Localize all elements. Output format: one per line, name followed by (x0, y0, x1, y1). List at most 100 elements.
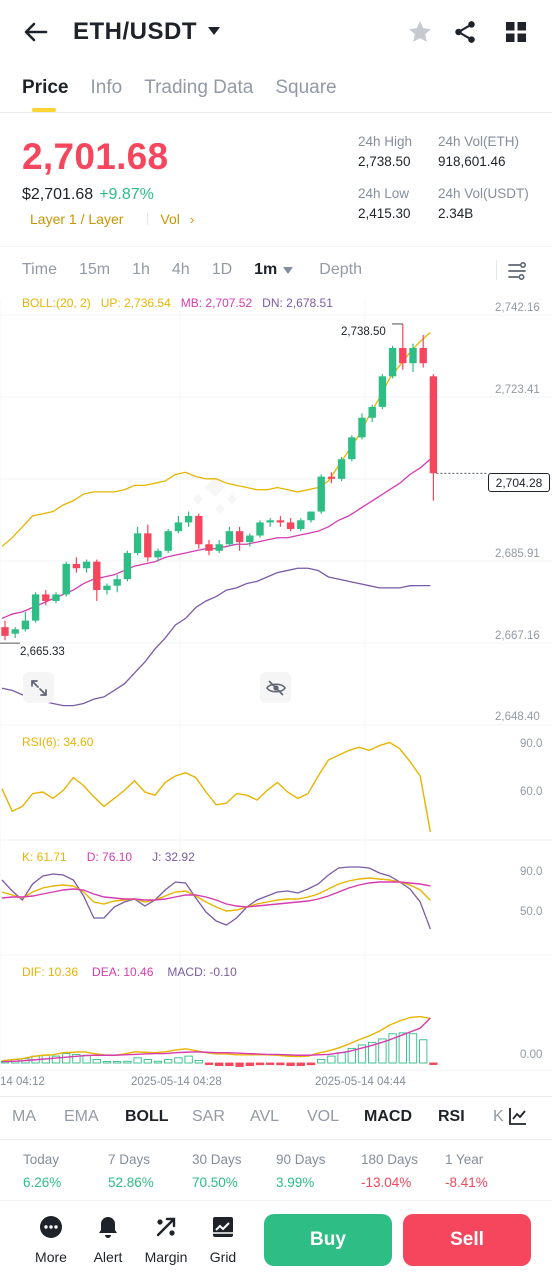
current-price-tag: 2,704.28 (488, 473, 550, 492)
candle-body (62, 563, 70, 595)
price-axis-label: 2,648.40 (495, 711, 540, 723)
tf-4h[interactable]: 4h (171, 261, 190, 278)
candle-body (378, 376, 387, 407)
candle-body (327, 476, 336, 479)
candle-body (154, 550, 162, 558)
tab-info[interactable]: Info (90, 77, 123, 98)
hide-icon[interactable] (260, 672, 291, 703)
macd-legend: DIF: 10.36 DEA: 10.46 MACD: -0.10 (22, 965, 237, 979)
macd-histogram-bar (317, 1059, 326, 1064)
perf-value: 3.99% (276, 1175, 315, 1190)
candle-body (144, 533, 152, 558)
boll-legend: BOLL:(20, 2) UP: 2,736.54 MB: 2,707.52 D… (22, 296, 333, 310)
tag-divider (147, 213, 149, 225)
buy-label: Buy (310, 1229, 346, 1250)
kdj-d-line (1, 881, 431, 908)
candle-body (337, 459, 346, 479)
time-axis-label: 2025-05-14 04:28 (131, 1076, 222, 1088)
grid-layout-icon[interactable] (505, 21, 527, 43)
tag-layer[interactable]: Layer 1 / Layer (30, 211, 124, 227)
candle-body (21, 620, 30, 630)
tf-15m[interactable]: 15m (78, 261, 111, 278)
macd-histogram-bar (51, 1055, 61, 1064)
tf-1m[interactable]: 1m (254, 261, 278, 278)
candle-body (31, 594, 40, 621)
tab-square[interactable]: Square (275, 77, 337, 98)
macd-histogram-bar (92, 1059, 101, 1064)
indicator-settings-icon[interactable] (508, 1106, 530, 1128)
perf-value: 6.26% (23, 1175, 62, 1190)
candle-body (1, 627, 9, 636)
candle-body (133, 533, 142, 553)
candle-body (93, 561, 101, 591)
macd-histogram-bar (72, 1053, 81, 1064)
ind-avl[interactable]: AVL (250, 1108, 280, 1125)
sell-label: Sell (450, 1229, 484, 1250)
indicator-tabs: MA EMA BOLL SAR AVL VOL MACD RSI K (0, 1098, 552, 1138)
macd-histogram-bar (245, 1062, 254, 1067)
fullscreen-icon[interactable] (23, 672, 54, 703)
price-chart[interactable] (0, 290, 552, 1090)
chart-settings-icon[interactable] (506, 260, 528, 282)
candle-body (205, 544, 213, 551)
ind-sar[interactable]: SAR (192, 1108, 225, 1125)
tf-1h[interactable]: 1h (132, 261, 150, 278)
macd-axis-label: 0.00 (520, 1049, 543, 1061)
tf-caret-icon (283, 261, 294, 279)
perf-label: 1 Year (445, 1152, 484, 1167)
perf-label: 90 Days (276, 1152, 326, 1167)
kdj-j-line (1, 866, 432, 930)
nav-more[interactable]: More (30, 1215, 72, 1265)
candle-body (348, 437, 356, 460)
tf-1d[interactable]: 1D (211, 261, 233, 278)
macd-histogram-bar (184, 1055, 193, 1064)
tf-depth[interactable]: Depth (319, 261, 362, 278)
macd-histogram-bar (398, 1032, 407, 1064)
ind-ma[interactable]: MA (12, 1108, 36, 1125)
macd-histogram-bar (266, 1062, 275, 1065)
kdj-j-label: J: 32.92 (152, 850, 195, 864)
macd-histogram-bar (296, 1062, 305, 1067)
kdj-k-line (1, 877, 431, 912)
ind-boll[interactable]: BOLL (125, 1108, 169, 1125)
nav-grid[interactable]: Grid (202, 1215, 244, 1265)
sell-button[interactable]: Sell (403, 1214, 531, 1266)
boll-dn-line (1, 567, 431, 707)
macd-histogram-bar (215, 1062, 224, 1067)
star-icon[interactable] (407, 19, 433, 45)
candle-body (52, 594, 60, 601)
ind-macd[interactable]: MACD (364, 1108, 412, 1125)
nav-margin[interactable]: Margin (143, 1215, 189, 1265)
tag-vol[interactable]: Vol (160, 211, 180, 227)
tf-time[interactable]: Time (22, 261, 57, 278)
macd-histogram-bar (286, 1062, 295, 1067)
nav-label: Grid (209, 1249, 237, 1265)
candle-body (307, 511, 315, 521)
nav-alert[interactable]: Alert (87, 1215, 129, 1265)
tab-trading-data[interactable]: Trading Data (144, 77, 254, 98)
macd-histogram-bar (255, 1062, 265, 1066)
ind-k[interactable]: K (493, 1108, 504, 1125)
share-icon[interactable] (452, 19, 478, 45)
ind-rsi[interactable]: RSI (438, 1108, 465, 1125)
buy-button[interactable]: Buy (264, 1214, 392, 1266)
candle-body (368, 406, 376, 418)
tab-price[interactable]: Price (22, 77, 69, 98)
macd-histogram-bar (235, 1062, 244, 1067)
nav-label: More (35, 1249, 67, 1265)
ind-ema[interactable]: EMA (64, 1108, 99, 1125)
macd-histogram-bar (419, 1039, 428, 1064)
perf-item: 7 Days 52.86% (108, 1152, 154, 1190)
pair-selector[interactable]: ETH/USDT (73, 16, 221, 48)
candle-body (317, 476, 325, 512)
ind-vol[interactable]: VOL (307, 1108, 340, 1125)
high-label: 24h High (358, 134, 413, 149)
rsi-axis-label: 90.0 (520, 738, 543, 750)
back-icon[interactable] (22, 18, 50, 46)
candle-body (123, 552, 132, 580)
rsi-axis-label: 60.0 (520, 786, 543, 798)
rsi-line (1, 741, 432, 833)
macd-histogram-bar (327, 1055, 336, 1064)
candle-body (286, 522, 295, 529)
pair-title: ETH/USDT (73, 18, 197, 45)
